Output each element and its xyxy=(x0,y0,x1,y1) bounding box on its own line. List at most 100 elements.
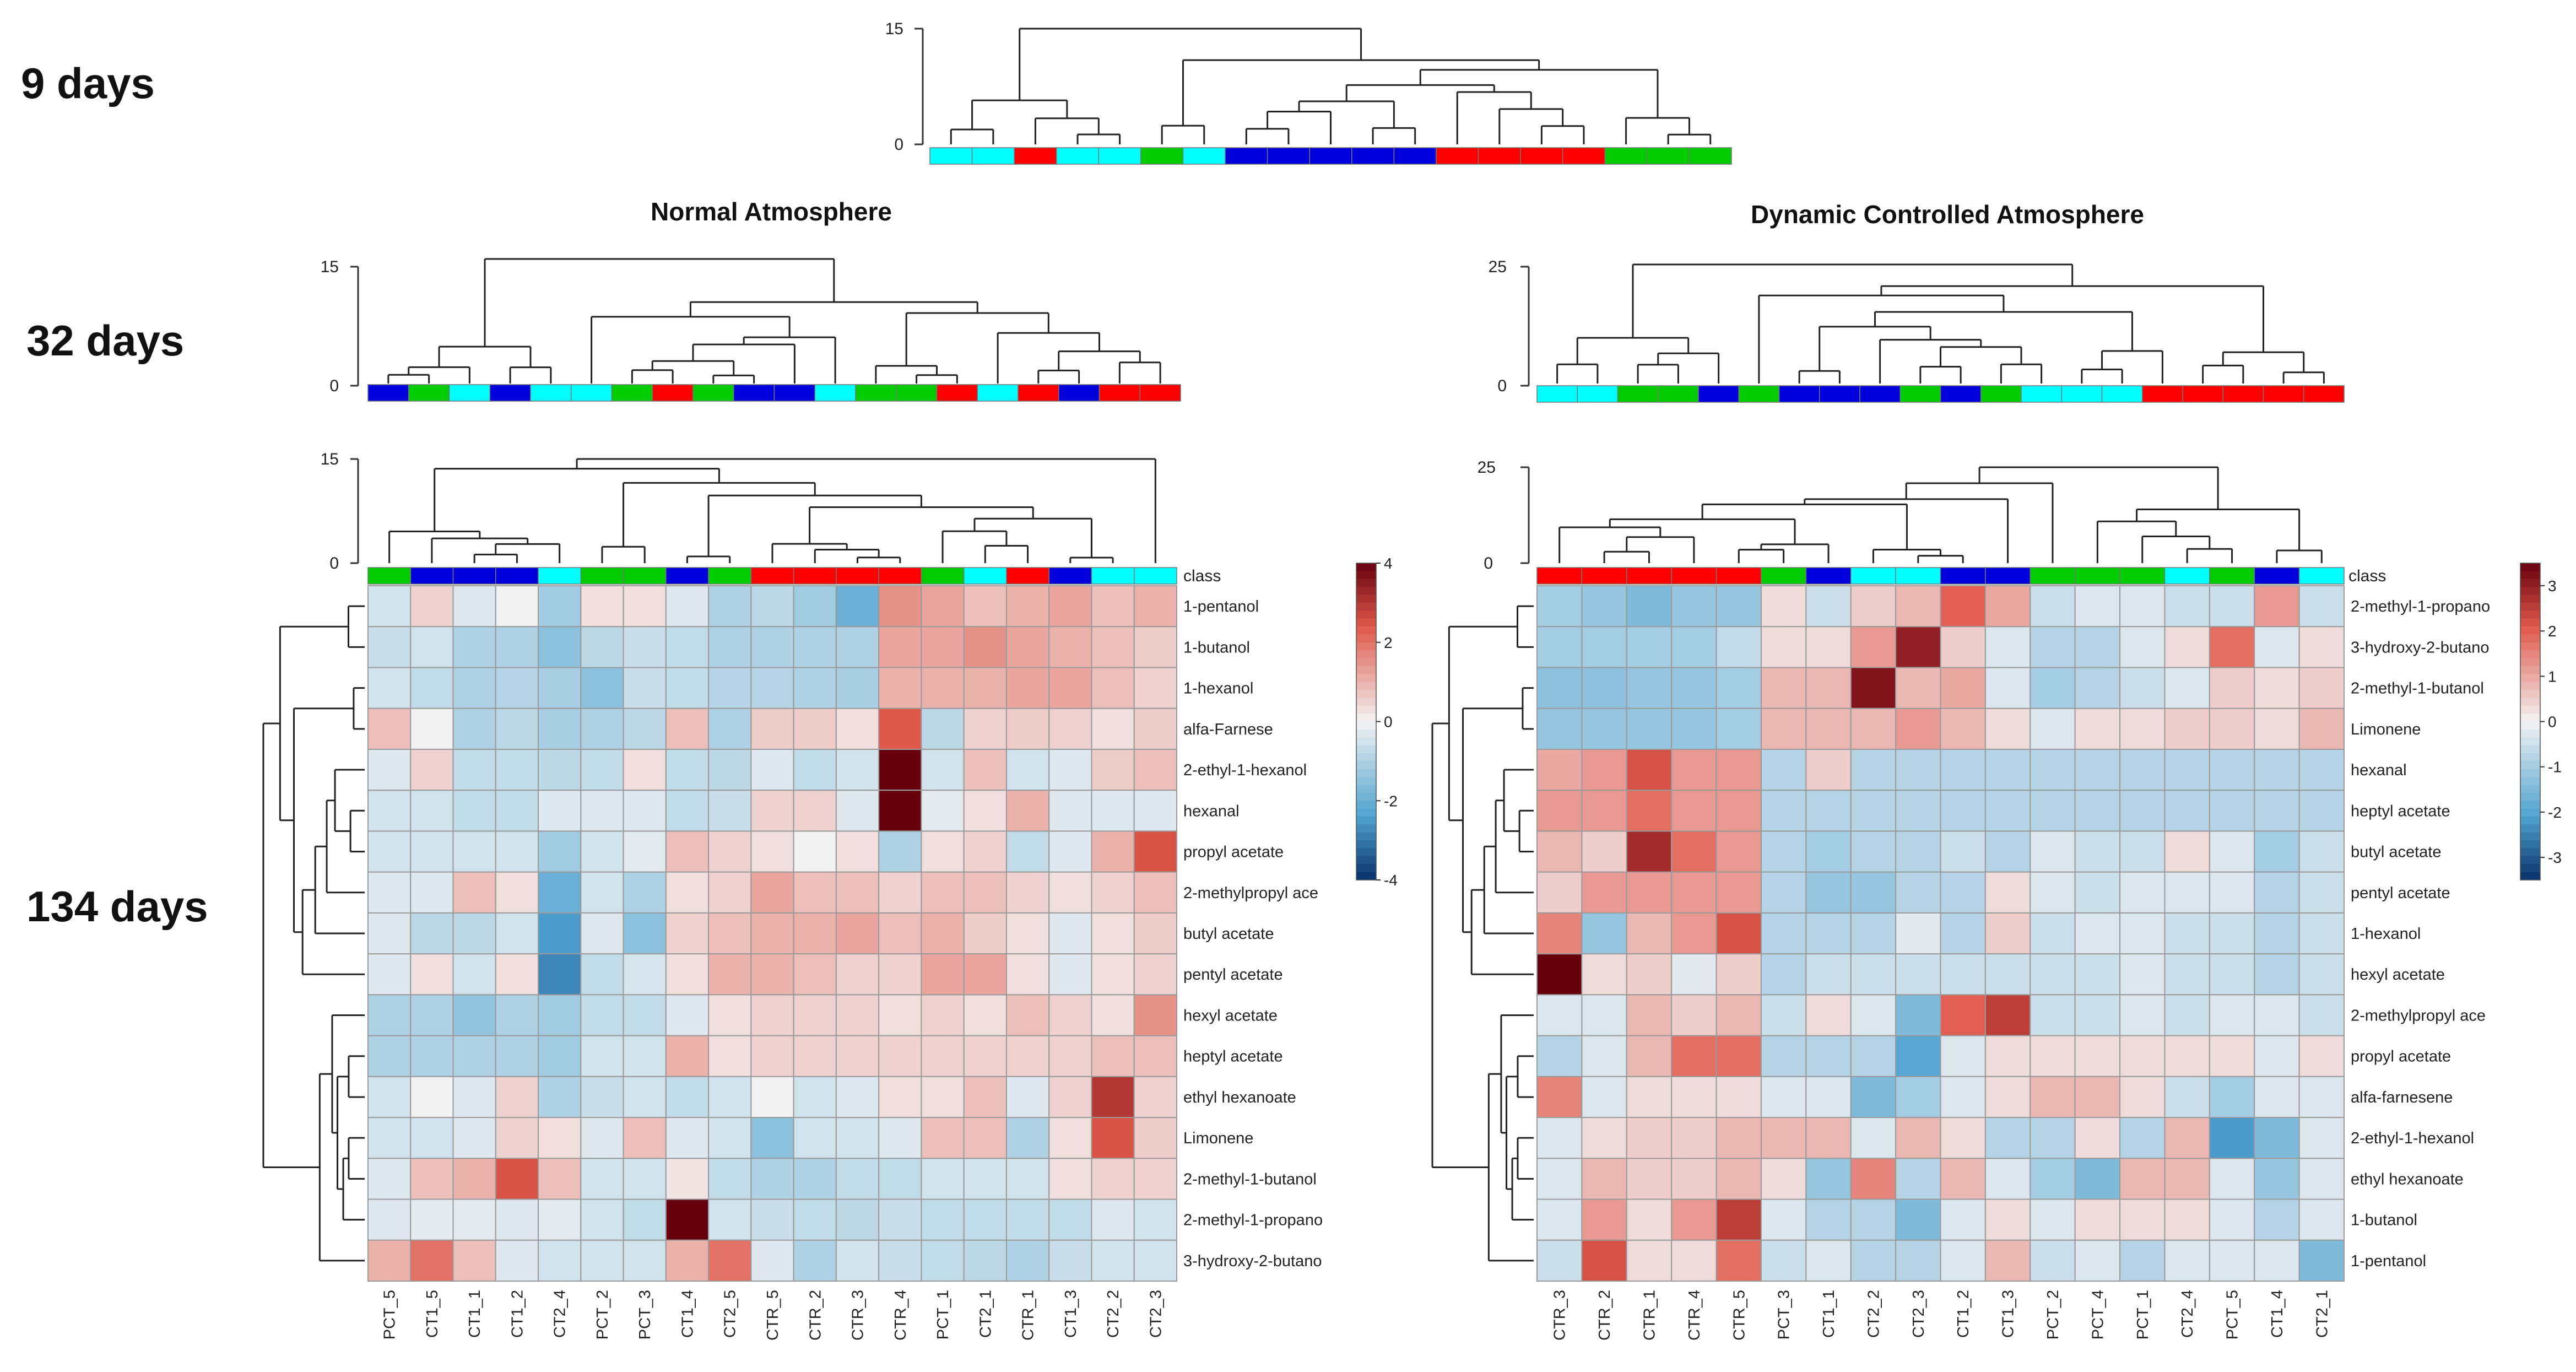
class-swatch-pct xyxy=(665,567,709,585)
heatmap-cell xyxy=(1581,626,1627,668)
heatmap-cell xyxy=(1133,626,1177,668)
class-swatch-ct1 xyxy=(1850,567,1896,585)
heatmap-cell xyxy=(2030,1035,2076,1077)
heatmap-cell xyxy=(2074,994,2121,1036)
class-swatch-ctr xyxy=(936,384,978,402)
heatmap-cell xyxy=(1581,1117,1627,1159)
heatmap-cell xyxy=(708,626,752,668)
colorbar-segment xyxy=(1356,690,1376,698)
heatmap-cell xyxy=(1984,585,2031,628)
heatmap-cell xyxy=(452,585,496,628)
heatmap-cell xyxy=(1760,830,1807,873)
heatmap-cell xyxy=(1850,585,1897,628)
heatmap-cell xyxy=(2119,790,2166,832)
row-label: 3-hydroxy-2-butano xyxy=(2351,639,2489,656)
heatmap-cell xyxy=(1760,790,1807,832)
column-label: CT2_3 xyxy=(1147,1290,1165,1338)
class-swatch-ct2 xyxy=(1980,385,2022,403)
heatmap-cell xyxy=(921,1117,965,1159)
heatmap-cell xyxy=(1671,871,1717,914)
heatmap-cell xyxy=(1850,1239,1897,1282)
heatmap-cell xyxy=(452,626,496,668)
heatmap-cell xyxy=(921,748,965,791)
heatmap-cell xyxy=(367,830,412,873)
heatmap-cell xyxy=(2030,994,2076,1036)
heatmap-cell xyxy=(2254,994,2300,1036)
heatmap-cell xyxy=(580,1158,624,1200)
y-tick-label: 15 xyxy=(885,20,903,38)
heatmap-cell xyxy=(1048,1198,1092,1241)
heatmap-cell xyxy=(1895,748,1941,791)
heatmap-cell xyxy=(2164,585,2210,628)
heatmap-cell xyxy=(2209,1076,2255,1119)
heatmap-cell xyxy=(2209,912,2255,955)
class-swatch-pct xyxy=(1805,567,1852,585)
heatmap-cell xyxy=(367,1117,412,1159)
title-normal-atmosphere: Normal Atmosphere xyxy=(651,197,892,226)
class-swatch-pct xyxy=(733,384,775,402)
heatmap-cell xyxy=(1850,748,1897,791)
heatmap-cell xyxy=(2254,748,2300,791)
class-swatch-ctr xyxy=(2303,385,2345,403)
heatmap-cell xyxy=(1895,707,1941,750)
class-swatch-ctr xyxy=(1478,147,1521,165)
colorbar-tick-label: -3 xyxy=(2548,849,2562,866)
heatmap-cell xyxy=(750,1076,794,1119)
column-label: CT2_2 xyxy=(1105,1290,1122,1338)
heatmap-cell xyxy=(1536,1117,1583,1159)
heatmap-cell xyxy=(1671,707,1717,750)
heatmap-cell xyxy=(1805,1239,1852,1282)
heatmap-cell xyxy=(1091,748,1135,791)
colorbar-segment xyxy=(1356,840,1376,849)
class-swatch-ctr xyxy=(2263,385,2304,403)
heatmap-cell xyxy=(1536,1239,1583,1282)
heatmap-cell xyxy=(1940,1035,1986,1077)
heatmap-cell xyxy=(2298,626,2345,668)
heatmap-cell xyxy=(750,667,794,709)
heatmap-cell xyxy=(750,830,794,873)
class-swatch-ct2 xyxy=(855,384,897,402)
heatmap-cell xyxy=(2119,912,2166,955)
heatmap-cell xyxy=(2254,790,2300,832)
heatmap-cell xyxy=(538,667,582,709)
class-swatch-ctr xyxy=(1536,567,1583,585)
column-label: CT2_1 xyxy=(2313,1290,2331,1338)
colorbar-segment xyxy=(1356,872,1376,881)
colorbar-segment xyxy=(2520,658,2540,667)
class-swatch-ct2 xyxy=(1140,147,1184,165)
heatmap-cell xyxy=(1048,1035,1092,1077)
heatmap-cell xyxy=(580,1239,624,1282)
heatmap-cell xyxy=(1626,912,1673,955)
heatmap-cell xyxy=(793,994,837,1036)
heatmap-cell xyxy=(1805,912,1852,955)
class-swatch-ct1 xyxy=(971,147,1015,165)
heatmap-cell xyxy=(1133,790,1177,832)
heatmap-cell xyxy=(1048,1158,1092,1200)
heatmap-cell xyxy=(452,790,496,832)
heatmap-cell xyxy=(1581,667,1627,709)
heatmap-cell xyxy=(2209,707,2255,750)
heatmap-cell xyxy=(1626,667,1673,709)
colorbar-segment xyxy=(1356,650,1376,659)
heatmap-cell xyxy=(1048,830,1092,873)
heatmap-cell xyxy=(1536,790,1583,832)
heatmap-cell xyxy=(1715,1158,1762,1200)
heatmap-cell xyxy=(410,994,454,1036)
heatmap-cell xyxy=(2254,871,2300,914)
heatmap-cell xyxy=(708,1035,752,1077)
colorbar-segment xyxy=(1356,832,1376,841)
heatmap-cell xyxy=(708,585,752,628)
y-tick-label: 0 xyxy=(1484,554,1493,572)
heatmap-cell xyxy=(2119,830,2166,873)
heatmap-cell xyxy=(665,1035,710,1077)
row-label: ethyl hexanoate xyxy=(2351,1170,2464,1188)
heatmap-cell xyxy=(1091,626,1135,668)
y-tick-label: 15 xyxy=(321,450,339,468)
heatmap-cell xyxy=(963,994,1007,1036)
heatmap-cell xyxy=(750,912,794,955)
heatmap-cell xyxy=(665,1076,710,1119)
colorbar-segment xyxy=(1356,626,1376,635)
class-swatch-ct1 xyxy=(448,384,490,402)
heatmap-cell xyxy=(1715,830,1762,873)
colorbar-segment xyxy=(2520,753,2540,761)
